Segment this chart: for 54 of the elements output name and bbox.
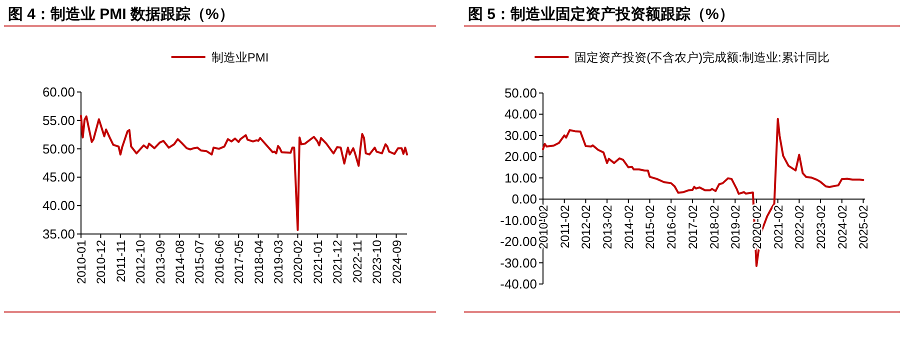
- y-tick-label: -10.00: [500, 212, 537, 228]
- x-tick-label: 2017-05: [232, 240, 246, 284]
- x-tick-label: 2019-02: [728, 204, 743, 250]
- x-tick-label: 2022-11: [350, 240, 364, 284]
- legend-label: 制造业PMI: [211, 50, 269, 64]
- y-tick-label: -30.00: [500, 255, 537, 270]
- y-tick-label: -20.00: [500, 234, 537, 250]
- x-tick-label: 2018-04: [252, 240, 266, 284]
- x-tick-label: 2011-11: [114, 240, 128, 282]
- y-tick-label: 35.00: [42, 226, 75, 242]
- x-tick-label: 2021-01: [310, 240, 325, 284]
- x-tick-label: 2021-02: [771, 204, 786, 250]
- chart-title: 图 4：制造业 PMI 数据跟踪（%）: [8, 6, 234, 23]
- y-tick-label: 55.00: [42, 112, 75, 128]
- x-tick-label: 2015-02: [643, 204, 658, 250]
- x-tick-label: 2018-02: [707, 204, 722, 250]
- x-tick-label: 2012-02: [579, 204, 594, 250]
- legend-label: 固定资产投资(不含农户)完成额:制造业:累计同比: [574, 50, 830, 64]
- x-tick-label: 2014-08: [173, 240, 188, 284]
- x-tick-label: 2015-07: [192, 240, 207, 284]
- x-tick-label: 2016-02: [664, 204, 679, 250]
- x-tick-label: 2011-02: [558, 204, 572, 248]
- x-tick-label: 2023-10: [370, 240, 384, 284]
- y-tick-label: -40.00: [500, 276, 537, 292]
- x-tick-label: 2013-02: [600, 204, 615, 250]
- x-tick-label: 2012-10: [134, 240, 148, 284]
- y-tick-label: 50.00: [42, 141, 75, 156]
- x-tick-label: 2010-02: [536, 204, 550, 250]
- y-tick-label: 10.00: [504, 170, 537, 186]
- x-tick-label: 2020-02: [750, 204, 764, 250]
- x-tick-label: 2016-06: [212, 240, 226, 284]
- x-tick-label: 2021-12: [330, 240, 345, 284]
- y-tick-label: 50.00: [504, 86, 537, 100]
- x-tick-label: 2024-09: [390, 240, 404, 284]
- y-tick-label: 30.00: [504, 128, 537, 143]
- x-tick-label: 2019-03: [272, 240, 286, 284]
- x-tick-label: 2014-02: [622, 204, 636, 250]
- x-tick-label: 2017-02: [686, 204, 700, 250]
- y-tick-label: 0.00: [512, 192, 537, 207]
- chart-title: 图 5：制造业固定资产投资额跟踪（%）: [468, 5, 734, 23]
- x-tick-label: 2020-02: [291, 240, 306, 284]
- x-tick-label: 2010-01: [74, 240, 88, 284]
- y-tick-label: 60.00: [42, 84, 75, 100]
- x-tick-label: 2010-12: [94, 240, 108, 284]
- x-tick-label: 2023-02: [814, 204, 828, 250]
- y-tick-label: 40.00: [504, 106, 537, 122]
- x-tick-label: 2025-02: [856, 204, 871, 250]
- y-tick-label: 45.00: [42, 170, 75, 185]
- x-tick-label: 2022-02: [792, 204, 807, 250]
- x-tick-label: 2024-02: [835, 204, 850, 250]
- y-tick-label: 20.00: [504, 149, 537, 164]
- x-tick-label: 2013-09: [153, 240, 168, 284]
- line-series: [80, 114, 408, 232]
- y-tick-label: 40.00: [42, 198, 75, 214]
